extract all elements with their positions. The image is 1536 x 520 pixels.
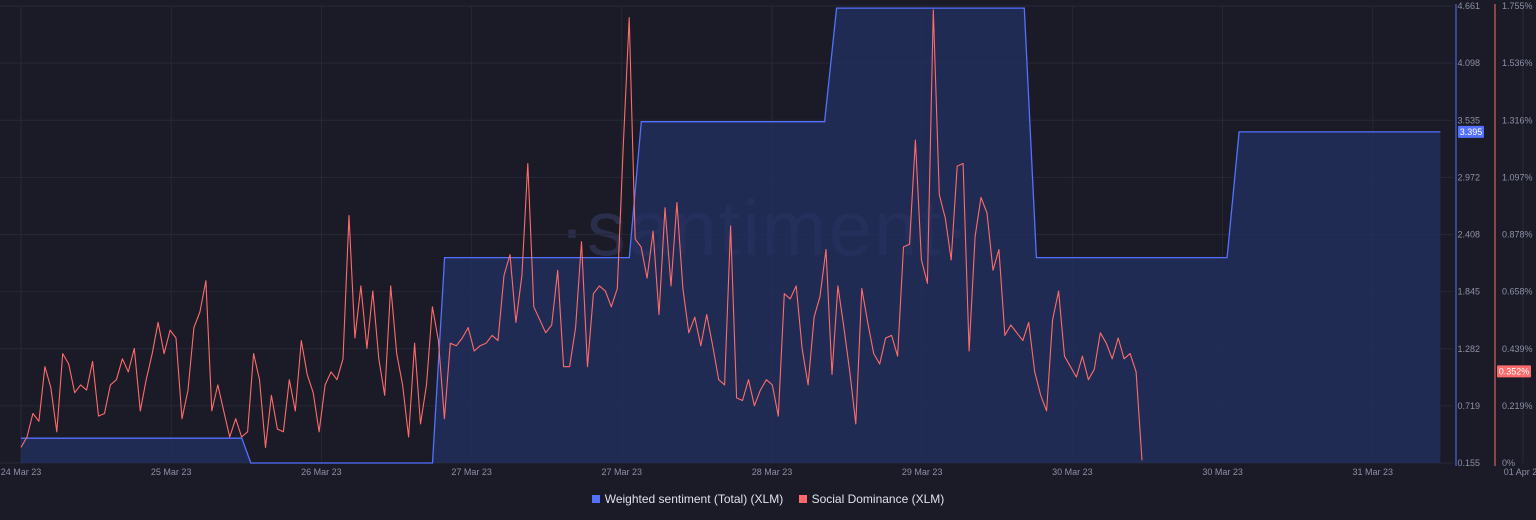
dominance-series (20, 9, 1143, 461)
y-left-tick-label: 1.845 (1457, 287, 1480, 297)
x-tick-label: 25 Mar 23 (151, 467, 192, 477)
x-tick-label: 30 Mar 23 (1052, 467, 1093, 477)
legend-swatch-dominance (798, 495, 807, 503)
x-tick-label: 27 Mar 23 (451, 467, 492, 477)
y-right-tick-label: 1.316% (1502, 115, 1533, 125)
x-tick-label: 24 Mar 23 (1, 467, 42, 477)
y-left-tick-label: 0.155 (1457, 458, 1480, 468)
legend-item-dominance[interactable]: Social Dominance (XLM) (798, 492, 945, 506)
y-right-tick-label: 1.536% (1502, 58, 1533, 68)
current-dominance-tag (1497, 365, 1531, 378)
x-tick-label: 01 Apr 23 (1504, 467, 1536, 477)
legend-item-sentiment[interactable]: Weighted sentiment (Total) (XLM) (591, 492, 784, 506)
y-left-tick-label: 4.661 (1457, 1, 1480, 11)
legend-label-sentiment: Weighted sentiment (Total) (XLM) (604, 492, 784, 506)
current-sentiment-tag (1458, 125, 1484, 138)
current-sentiment-value: 3.395 (1460, 127, 1483, 137)
legend-label-dominance: Social Dominance (XLM) (811, 492, 945, 506)
x-tick-label: 26 Mar 23 (301, 467, 342, 477)
chart-svg: ·santiment· 4.6611.755%4.0981.536%3.5351… (0, 1, 1536, 477)
dominance-line (20, 9, 1143, 461)
x-tick-label: 29 Mar 23 (902, 467, 943, 477)
x-tick-label: 31 Mar 23 (1353, 467, 1394, 477)
y-right-tick-label: 0.878% (1502, 230, 1533, 240)
y-left-tick-label: 4.098 (1457, 58, 1480, 68)
sentiment-line (21, 7, 1441, 464)
y-left-tick-label: 1.282 (1457, 344, 1480, 354)
y-left-tick-label: 2.408 (1457, 230, 1480, 240)
axes: 4.661 1.755% 4.098 1.536% 3.535 1.316% 2.972 1.… (1, 1, 1536, 477)
y-right-tick-label: 0.658% (1502, 287, 1533, 297)
y-left-tick-label: 2.972 (1457, 172, 1480, 182)
legend: Weighted sentiment (Total) (XLM) Social … (0, 492, 1536, 506)
y-left-tick-label: 0.719 (1457, 401, 1480, 411)
y-left-tick-label: 3.535 (1457, 115, 1480, 125)
y-right-tick-label: 1.755% (1502, 1, 1533, 11)
y-right-tick-label: 0% (1502, 458, 1515, 468)
x-tick-label: 30 Mar 23 (1202, 467, 1243, 477)
y-right-tick-label: 1.097% (1502, 172, 1533, 182)
y-right-tick-label: 0.439% (1502, 344, 1533, 354)
x-tick-label: 27 Mar 23 (602, 467, 643, 477)
y-right-tick-label: 0.219% (1502, 401, 1533, 411)
legend-swatch-sentiment (591, 495, 600, 503)
current-dominance-value: 0.352% (1499, 366, 1530, 376)
x-tick-label: 28 Mar 23 (752, 467, 793, 477)
